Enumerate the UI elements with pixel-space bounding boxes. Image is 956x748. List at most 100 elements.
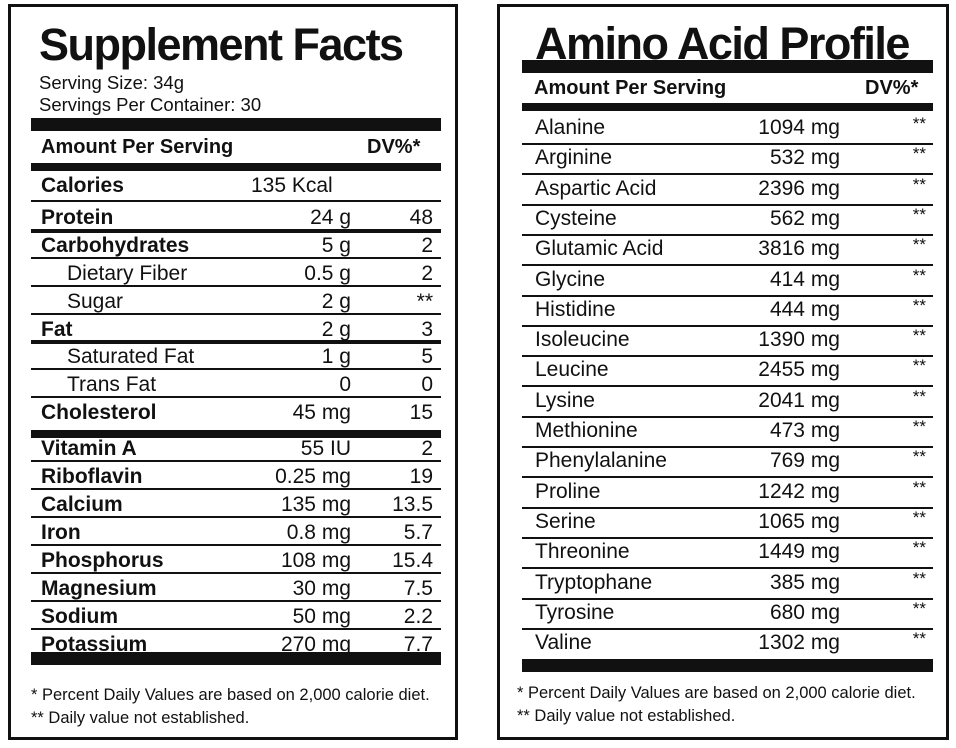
amino-acid-amount: 414 mg	[769, 268, 840, 291]
row-divider	[31, 430, 441, 438]
amino-row-divider	[522, 567, 933, 569]
nutrient-name: Carbohydrates	[41, 234, 190, 257]
nutrient-amount: 55 IU	[300, 437, 351, 460]
nutrient-amount: 108 mg	[280, 549, 351, 572]
amino-acid-amount: 1390 mg	[758, 328, 840, 351]
nutrient-name: Cholesterol	[41, 401, 157, 424]
dv-header-label: DV%*	[367, 136, 421, 158]
amino-acid-dv: **	[912, 356, 926, 375]
amino-row-divider	[522, 446, 933, 448]
amino-acid-dv: **	[912, 296, 926, 315]
nutrient-dv: 2	[421, 262, 433, 285]
amino-acid-dv: **	[912, 538, 926, 557]
nutrient-dv: 7.5	[403, 577, 433, 600]
nutrient-amount: 2 g	[321, 318, 351, 341]
amino-acid-name: Arginine	[535, 146, 613, 169]
amino-acid-amount: 769 mg	[769, 449, 840, 472]
amino-acid-amount: 562 mg	[769, 207, 840, 230]
nutrient-name: Dietary Fiber	[67, 262, 188, 285]
nutrient-dv: 0	[421, 373, 433, 396]
amino-acid-dv: **	[912, 175, 926, 194]
row-divider	[31, 200, 441, 202]
supplement-facts-panel: Supplement Facts Serving Size: 34g Servi…	[8, 4, 458, 740]
row-divider	[31, 460, 441, 462]
nutrient-name: Riboflavin	[41, 465, 143, 488]
amino-acid-name: Leucine	[535, 358, 609, 381]
row-divider	[31, 285, 441, 287]
amino-row-divider	[522, 628, 933, 630]
amino-acid-name: Isoleucine	[535, 328, 630, 351]
nutrient-amount: 0	[339, 373, 351, 396]
amino-row-divider	[522, 416, 933, 418]
amino-acid-name: Histidine	[535, 298, 616, 321]
amino-acid-dv: **	[912, 235, 926, 254]
supplement-facts-title: Supplement Facts	[39, 19, 404, 70]
amino-row-divider	[522, 234, 933, 236]
amino-acid-amount: 444 mg	[769, 298, 840, 321]
nutrient-dv: 19	[409, 465, 433, 488]
amino-row-divider	[522, 598, 933, 600]
row-divider	[31, 313, 441, 315]
nutrient-dv: 15	[409, 401, 433, 424]
row-divider	[31, 488, 441, 490]
footnote-not-established: ** Daily value not established.	[31, 709, 250, 727]
nutrient-amount: 50 mg	[292, 605, 351, 628]
nutrient-name: Vitamin A	[41, 437, 137, 460]
amino-acid-amount: 473 mg	[769, 419, 840, 442]
nutrient-dv: 2	[421, 234, 433, 257]
amino-footnote-not-established: ** Daily value not established.	[517, 707, 736, 725]
amino-acid-amount: 385 mg	[769, 571, 840, 594]
amino-acid-name: Aspartic Acid	[535, 177, 657, 200]
nutrient-amount: 0.5 g	[304, 262, 351, 285]
footnote-percent-dv: * Percent Daily Values are based on 2,00…	[31, 686, 430, 704]
row-divider	[31, 628, 441, 630]
amino-acid-amount: 1302 mg	[758, 631, 840, 654]
nutrient-amount: 5 g	[321, 234, 351, 257]
row-divider	[31, 600, 441, 602]
amino-acid-amount: 680 mg	[769, 601, 840, 624]
nutrient-name: Protein	[41, 206, 114, 229]
nutrient-dv: 3	[421, 318, 433, 341]
amino-acid-amount: 1449 mg	[758, 540, 840, 563]
amino-acid-title: Amino Acid Profile	[535, 18, 910, 69]
amino-acid-name: Serine	[535, 510, 596, 533]
amino-acid-name: Methionine	[535, 419, 638, 442]
nutrient-name: Iron	[41, 521, 81, 544]
nutrient-amount: 30 mg	[292, 577, 351, 600]
amino-acid-name: Alanine	[535, 116, 606, 139]
amino-row-divider	[522, 295, 933, 297]
amino-acid-dv: **	[912, 326, 926, 345]
nutrient-name: Magnesium	[41, 577, 157, 600]
amino-header-bottom-bar	[522, 103, 933, 111]
amino-acid-dv: **	[912, 114, 926, 133]
footer-thick-bar	[31, 652, 441, 665]
amino-acid-amount: 3816 mg	[758, 237, 840, 260]
amino-acid-amount: 1242 mg	[758, 480, 840, 503]
amino-acid-name: Glutamic Acid	[535, 237, 664, 260]
row-divider	[31, 257, 441, 259]
nutrient-amount: 24 g	[310, 206, 351, 229]
amino-row-divider	[522, 476, 933, 478]
nutrient-amount: 1 g	[321, 345, 351, 368]
amino-acid-name: Valine	[535, 631, 592, 654]
amino-row-divider	[522, 325, 933, 327]
amino-acid-name: Tyrosine	[535, 601, 615, 624]
row-divider	[31, 572, 441, 574]
row-divider	[31, 368, 441, 370]
nutrient-name: Sodium	[41, 605, 118, 628]
nutrient-dv: **	[416, 290, 433, 313]
nutrient-amount: 0.25 mg	[275, 465, 351, 488]
amino-acid-dv: **	[912, 569, 926, 588]
amino-acid-name: Cysteine	[535, 207, 617, 230]
nutrient-dv: 7.7	[403, 633, 433, 656]
header-bottom-bar	[31, 163, 441, 171]
nutrient-name: Fat	[41, 318, 73, 341]
nutrient-amount: 135 mg	[280, 493, 351, 516]
nutrient-dv: 5	[421, 345, 433, 368]
row-divider	[31, 229, 441, 233]
row-divider	[31, 340, 441, 344]
amino-acid-dv: **	[912, 387, 926, 406]
amino-dv-header-label: DV%*	[865, 77, 919, 99]
amino-acid-name: Glycine	[535, 268, 606, 291]
row-divider	[31, 516, 441, 518]
